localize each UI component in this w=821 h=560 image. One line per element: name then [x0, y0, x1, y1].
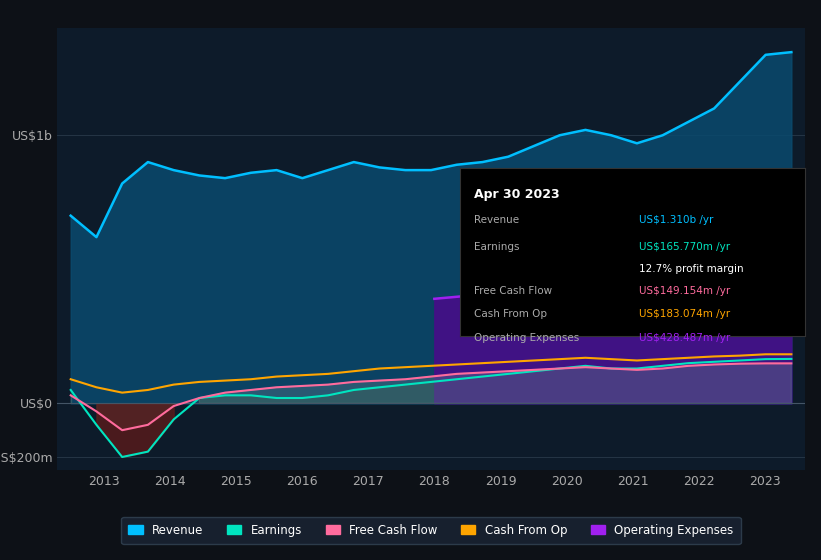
Text: 12.7% profit margin: 12.7% profit margin	[639, 264, 744, 274]
Text: Free Cash Flow: Free Cash Flow	[474, 286, 552, 296]
Text: Operating Expenses: Operating Expenses	[474, 333, 579, 343]
Legend: Revenue, Earnings, Free Cash Flow, Cash From Op, Operating Expenses: Revenue, Earnings, Free Cash Flow, Cash …	[122, 517, 741, 544]
Text: US$165.770m /yr: US$165.770m /yr	[639, 242, 730, 252]
Text: US$428.487m /yr: US$428.487m /yr	[639, 333, 731, 343]
Text: Apr 30 2023: Apr 30 2023	[474, 188, 559, 201]
Text: Revenue: Revenue	[474, 215, 519, 225]
Text: US$183.074m /yr: US$183.074m /yr	[639, 309, 730, 319]
Text: US$149.154m /yr: US$149.154m /yr	[639, 286, 731, 296]
Text: Earnings: Earnings	[474, 242, 519, 252]
Text: Cash From Op: Cash From Op	[474, 309, 547, 319]
Text: US$1.310b /yr: US$1.310b /yr	[639, 215, 713, 225]
